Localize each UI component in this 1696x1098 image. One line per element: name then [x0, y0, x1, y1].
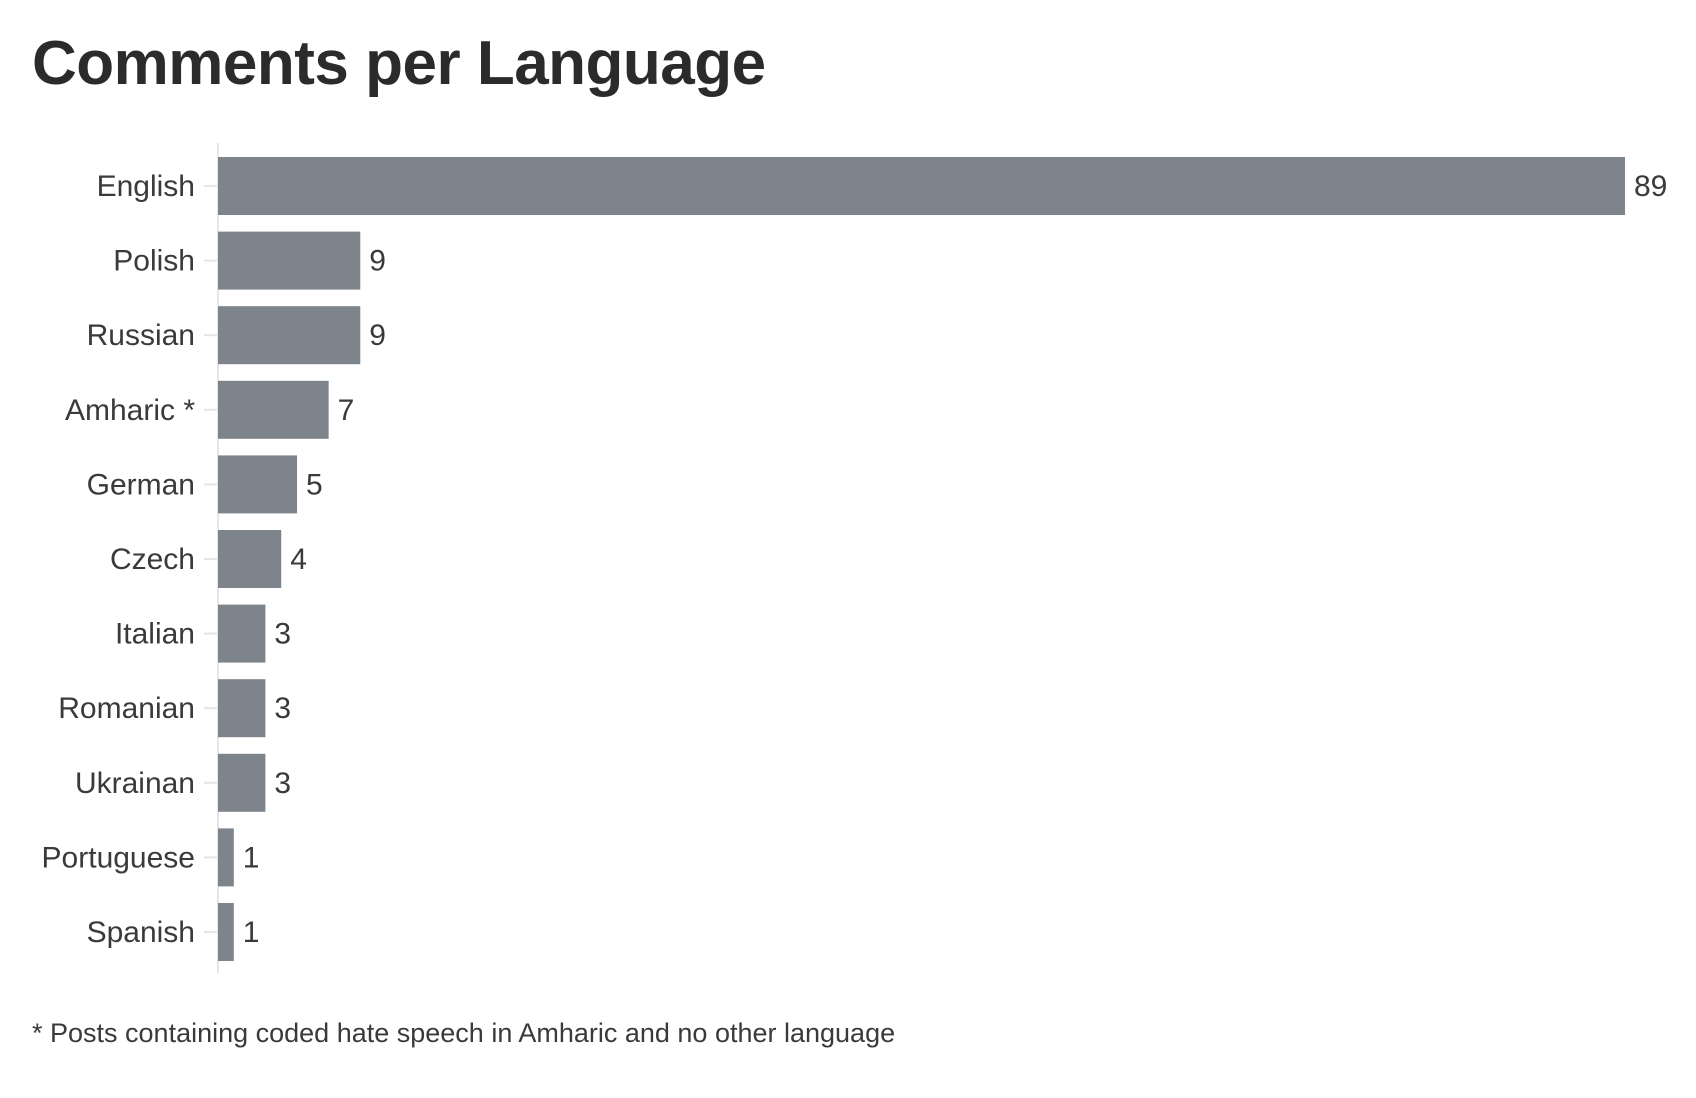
category-label: Spanish — [87, 916, 195, 949]
bar-value-label: 9 — [369, 319, 386, 352]
bar — [218, 828, 234, 887]
chart-footnote: * Posts containing coded hate speech in … — [32, 1018, 896, 1048]
bar-value-label: 9 — [369, 245, 386, 278]
labels-layer: English 89 Polish 9 Russian 9 Amharic * 7 German… — [42, 170, 1668, 949]
bar-value-label: 3 — [274, 618, 291, 651]
bar-value-label: 3 — [274, 692, 291, 725]
bar — [218, 753, 266, 812]
bar — [218, 679, 266, 738]
category-label: Ukrainan — [75, 767, 195, 800]
bar — [218, 306, 361, 365]
category-label: Russian — [87, 319, 195, 352]
category-label: Portuguese — [42, 841, 195, 874]
bar-chart: English 89 Polish 9 Russian 9 Amharic * 7 German… — [42, 143, 1668, 973]
axis-layer — [204, 143, 219, 973]
category-label: German — [87, 468, 195, 501]
bar-value-label: 4 — [290, 543, 307, 576]
bar — [218, 157, 1625, 215]
category-label: Polish — [113, 245, 195, 278]
bar — [218, 455, 298, 514]
bar — [218, 231, 361, 290]
bar — [218, 903, 234, 961]
chart-title: Comments per Language — [32, 29, 766, 98]
bar-value-label: 3 — [274, 767, 291, 800]
bar-value-label: 89 — [1634, 170, 1667, 203]
category-label: Romanian — [58, 692, 195, 725]
bar-value-label: 1 — [243, 916, 260, 949]
bars-layer — [218, 157, 1625, 961]
bar-value-label: 7 — [338, 394, 355, 427]
bar-value-label: 5 — [306, 468, 323, 501]
category-label: Czech — [110, 543, 195, 576]
bar — [218, 604, 266, 663]
category-label: Amharic * — [65, 394, 195, 427]
bar — [218, 530, 282, 588]
category-label: Italian — [115, 618, 195, 651]
bar-value-label: 1 — [243, 841, 260, 874]
bar — [218, 380, 329, 439]
category-label: English — [97, 170, 195, 203]
